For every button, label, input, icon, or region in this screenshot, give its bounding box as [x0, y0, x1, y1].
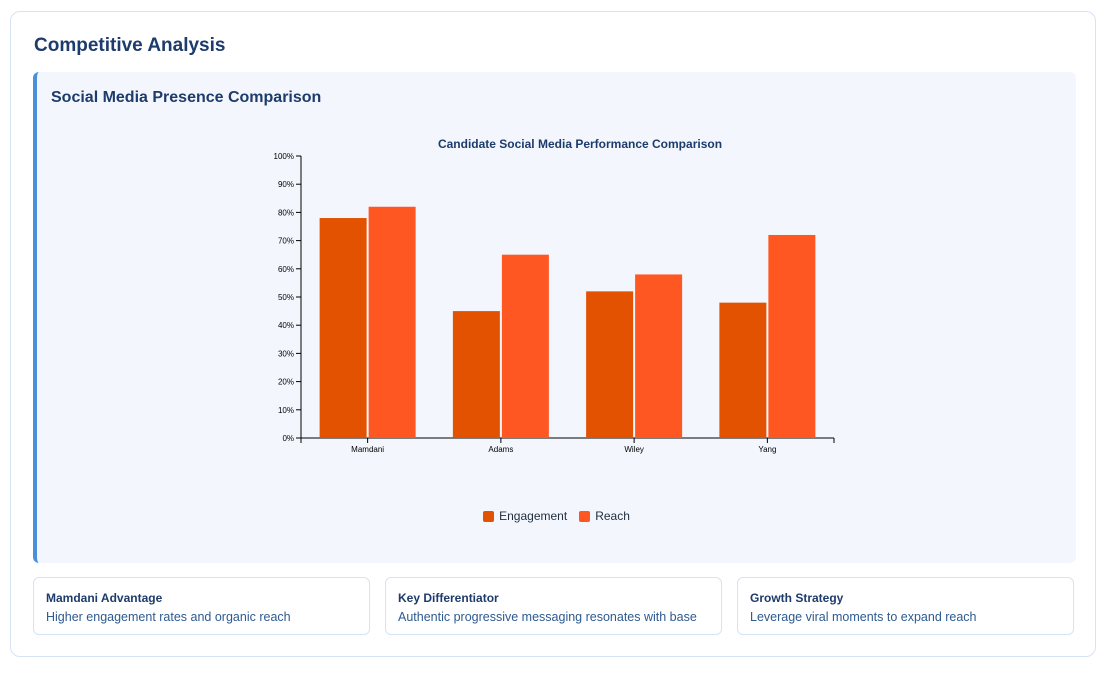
x-tick-label: Mamdani — [351, 445, 384, 454]
legend-item-engagement: Engagement — [483, 509, 567, 523]
info-card-mamdani-advantage: Mamdani Advantage Higher engagement rate… — [33, 577, 370, 635]
bar-reach-adams — [501, 254, 549, 438]
legend: Engagement Reach — [37, 509, 1076, 523]
bar-engagement-adams — [452, 311, 500, 438]
info-card-text: Higher engagement rates and organic reac… — [46, 610, 291, 624]
info-card-title: Mamdani Advantage — [46, 591, 163, 605]
y-tick-label: 40% — [278, 321, 294, 330]
bar-engagement-mamdani — [319, 218, 367, 438]
bar-reach-mamdani — [368, 206, 416, 438]
page-title: Competitive Analysis — [34, 35, 226, 56]
legend-swatch-engagement — [483, 510, 495, 522]
bar-chart: Candidate Social Media Performance Compa… — [274, 137, 835, 454]
y-tick-label: 10% — [278, 406, 294, 415]
legend-label-reach: Reach — [595, 509, 630, 523]
y-tick-label: 50% — [278, 293, 294, 302]
legend-swatch-reach — [579, 510, 591, 522]
bar-reach-yang — [768, 234, 816, 438]
y-tick-label: 100% — [274, 152, 294, 161]
info-card-key-differentiator: Key Differentiator Authentic progressive… — [385, 577, 722, 635]
x-tick-label: Wiley — [624, 445, 644, 454]
info-card-text: Leverage viral moments to expand reach — [750, 610, 977, 624]
x-tick-label: Adams — [488, 445, 513, 454]
info-card-title: Growth Strategy — [750, 591, 844, 605]
panel-title: Social Media Presence Comparison — [51, 89, 322, 106]
y-tick-label: 30% — [278, 349, 294, 358]
x-axis: Mamdani Adams Wiley Yang — [300, 437, 835, 454]
info-card-text: Authentic progressive messaging resonate… — [398, 610, 697, 624]
y-tick-label: 20% — [278, 378, 294, 387]
info-card-growth-strategy: Growth Strategy Leverage viral moments t… — [737, 577, 1074, 635]
chart-title: Candidate Social Media Performance Compa… — [438, 137, 722, 151]
bar-reach-wiley — [635, 274, 683, 438]
legend-label-engagement: Engagement — [499, 509, 568, 523]
legend-item-reach: Reach — [579, 509, 630, 523]
y-tick-label: 80% — [278, 208, 294, 217]
y-axis: 0% 10% 20% 30% 40% 50% 60% 70% 80% 90% 100% — [274, 152, 302, 443]
y-tick-label: 60% — [278, 265, 294, 274]
y-tick-label: 90% — [278, 180, 294, 189]
y-tick-label: 0% — [282, 434, 294, 443]
bar-engagement-wiley — [586, 291, 634, 438]
bar-engagement-yang — [719, 302, 767, 438]
bars — [319, 206, 816, 438]
chart-panel: Social Media Presence Comparison Candida… — [33, 72, 1076, 563]
y-tick-label: 70% — [278, 237, 294, 246]
info-card-title: Key Differentiator — [398, 591, 499, 605]
x-tick-label: Yang — [758, 445, 776, 454]
competitive-analysis-card: Competitive Analysis Social Media Presen… — [10, 11, 1096, 657]
